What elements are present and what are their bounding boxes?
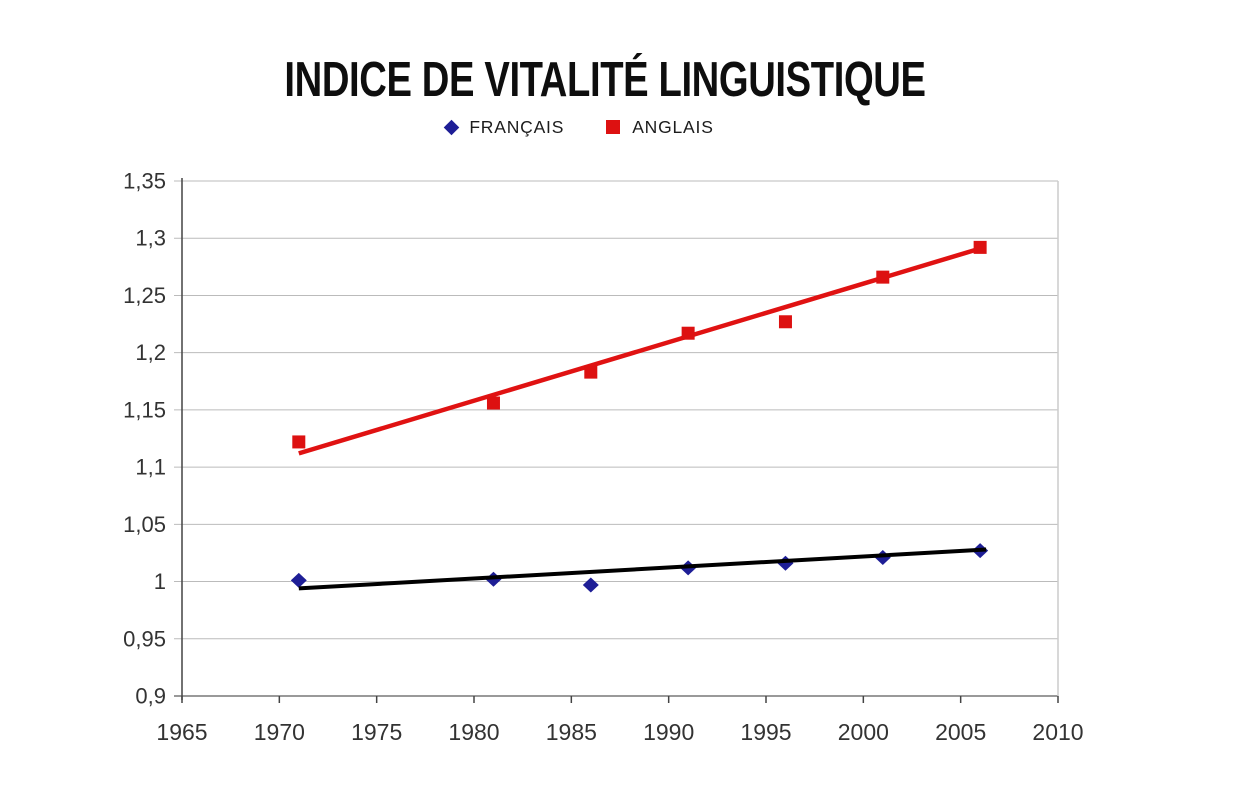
trendline-francais: [298, 547, 987, 591]
chart-title: INDICE DE VITALITÉ LINGUISTIQUE: [284, 53, 926, 107]
y-axis-tick-label: 0,95: [123, 626, 166, 651]
legend-item-francais: FRANÇAIS: [444, 116, 565, 138]
x-axis-tick-label: 1990: [643, 719, 694, 745]
data-point-anglais: [876, 270, 890, 284]
x-axis-tick-label: 1985: [546, 719, 597, 745]
y-axis-tick-label: 1,3: [135, 226, 166, 251]
x-axis-tick-label: 1970: [254, 719, 305, 745]
data-point-francais: [777, 555, 794, 571]
y-axis-tick-label: 1,2: [135, 340, 166, 365]
data-point-anglais: [973, 240, 987, 254]
legend-label-francais: FRANÇAIS: [469, 116, 565, 137]
data-point-anglais: [584, 365, 598, 379]
legend-item-anglais: ANGLAIS: [606, 117, 713, 138]
y-axis-tick-label: 1: [154, 569, 166, 594]
x-axis-tick-label: 1975: [351, 719, 402, 745]
x-axis-tick-label: 1995: [740, 719, 791, 745]
data-point-anglais: [778, 315, 792, 329]
data-point-anglais: [486, 396, 500, 410]
x-axis-tick-label: 2010: [1032, 719, 1083, 745]
y-axis-tick-label: 1,15: [123, 397, 166, 422]
x-axis-tick-label: 1965: [156, 719, 207, 745]
trendline-anglais: [298, 246, 981, 456]
data-point-anglais: [681, 326, 695, 340]
data-point-francais: [290, 572, 307, 588]
data-point-francais: [582, 577, 599, 593]
y-axis-tick-label: 1,05: [123, 512, 166, 537]
data-point-anglais: [292, 435, 306, 449]
y-axis-tick-label: 1,1: [135, 455, 166, 480]
legend: FRANÇAIS ANGLAIS: [0, 114, 1197, 140]
legend-label-anglais: ANGLAIS: [632, 116, 714, 137]
y-axis-tick-label: 1,25: [123, 283, 166, 308]
anglais-square-icon: [606, 120, 621, 134]
x-axis-tick-label: 1980: [448, 719, 499, 745]
x-axis-tick-label: 2005: [935, 719, 986, 745]
x-axis-tick-label: 2000: [838, 719, 889, 745]
y-axis-tick-label: 1,35: [123, 169, 166, 194]
y-axis-tick-label: 0,9: [135, 684, 166, 709]
